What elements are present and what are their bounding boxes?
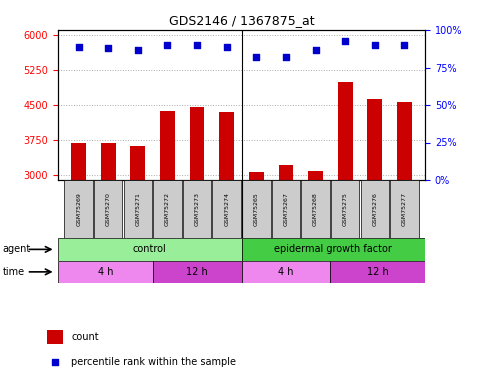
Text: GSM75265: GSM75265 [254, 192, 259, 226]
Bar [219, 112, 234, 180]
Text: 12 h: 12 h [186, 267, 208, 277]
Point [104, 45, 112, 51]
Bar [101, 144, 116, 180]
Bar [213, 180, 241, 238]
Text: GSM75274: GSM75274 [224, 192, 229, 226]
Bar [330, 261, 425, 283]
Bar [190, 107, 204, 180]
Text: GSM75267: GSM75267 [284, 192, 288, 226]
Bar [301, 180, 330, 238]
Point [223, 44, 230, 50]
Bar [47, 330, 63, 344]
Text: count: count [71, 332, 99, 342]
Bar [397, 102, 412, 180]
Bar [71, 142, 86, 180]
Bar [331, 180, 359, 238]
Bar [94, 180, 123, 238]
Bar [58, 238, 242, 261]
Bar [64, 180, 93, 238]
Bar [390, 180, 419, 238]
Point [400, 42, 408, 48]
Text: agent: agent [2, 244, 30, 254]
Point [253, 54, 260, 60]
Title: GDS2146 / 1367875_at: GDS2146 / 1367875_at [169, 15, 314, 27]
Text: GSM75272: GSM75272 [165, 192, 170, 226]
Point [164, 42, 171, 48]
Bar [160, 111, 175, 180]
Bar [153, 261, 242, 283]
Text: GSM75277: GSM75277 [402, 192, 407, 226]
Bar [58, 261, 153, 283]
Bar [338, 82, 353, 180]
Text: 4 h: 4 h [98, 267, 113, 277]
Text: 4 h: 4 h [278, 267, 294, 277]
Text: GSM75273: GSM75273 [195, 192, 199, 226]
Text: GSM75270: GSM75270 [106, 192, 111, 226]
Text: percentile rank within the sample: percentile rank within the sample [71, 357, 237, 368]
Point [51, 360, 59, 366]
Point [134, 46, 142, 53]
Point [371, 42, 379, 48]
Bar [249, 172, 264, 180]
Text: GSM75269: GSM75269 [76, 192, 81, 226]
Text: 12 h: 12 h [367, 267, 388, 277]
Bar [242, 180, 270, 238]
Bar [124, 180, 152, 238]
Bar [367, 99, 382, 180]
Point [341, 38, 349, 44]
Text: epidermal growth factor: epidermal growth factor [274, 244, 392, 254]
Text: time: time [2, 267, 25, 277]
Text: GSM75275: GSM75275 [342, 192, 348, 226]
Bar [130, 146, 145, 180]
Text: control: control [133, 244, 167, 254]
Point [193, 42, 201, 48]
Bar [183, 180, 211, 238]
Point [312, 46, 319, 53]
Bar [242, 261, 330, 283]
Bar [242, 238, 425, 261]
Text: GSM75268: GSM75268 [313, 192, 318, 226]
Bar [272, 180, 300, 238]
Bar [360, 180, 389, 238]
Bar [308, 171, 323, 180]
Bar [153, 180, 182, 238]
Bar [279, 165, 293, 180]
Text: GSM75271: GSM75271 [135, 192, 141, 226]
Point [75, 44, 83, 50]
Point [282, 54, 290, 60]
Text: GSM75276: GSM75276 [372, 192, 377, 226]
